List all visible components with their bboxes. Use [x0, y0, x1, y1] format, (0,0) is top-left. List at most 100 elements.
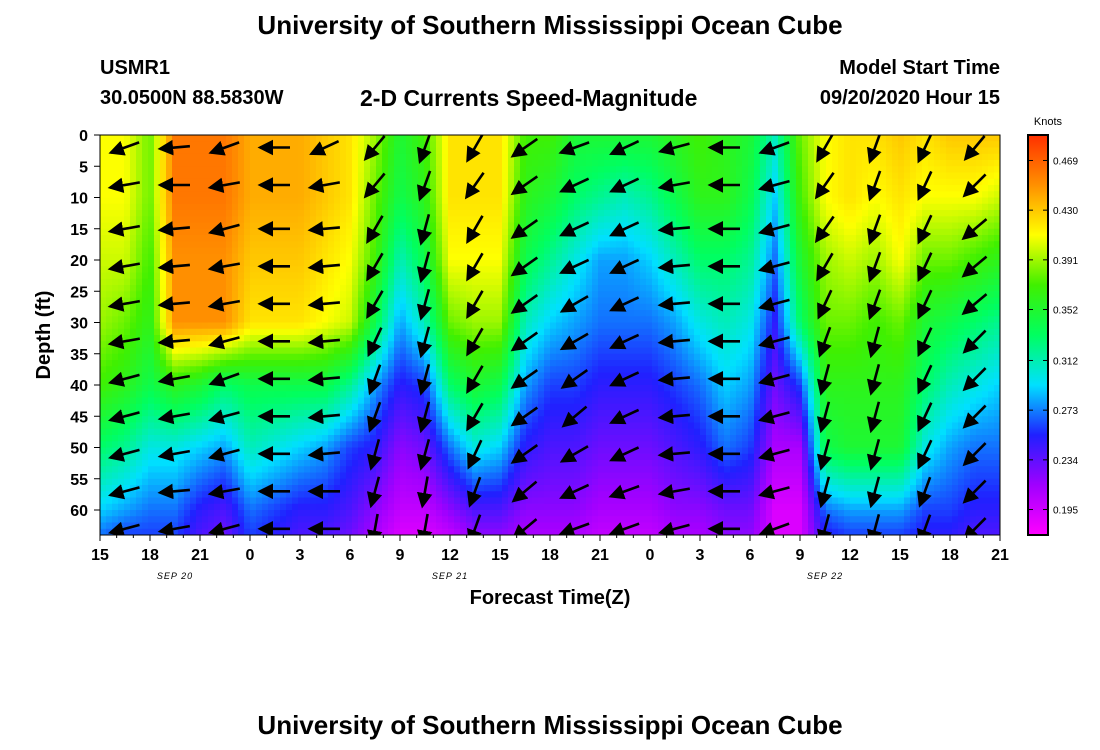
- heat-cell: [166, 472, 173, 480]
- heat-cell: [190, 428, 197, 436]
- heat-cell: [424, 428, 431, 436]
- heat-cell: [496, 385, 503, 392]
- heat-cell: [280, 397, 287, 405]
- heat-cell: [304, 397, 311, 405]
- heat-cell: [286, 341, 293, 349]
- heat-cell: [124, 528, 131, 535]
- heat-cell: [292, 491, 299, 499]
- heat-cell: [226, 453, 233, 461]
- heat-cell: [346, 141, 353, 149]
- heat-cell: [394, 378, 401, 386]
- heat-cell: [214, 510, 221, 517]
- heat-cell: [274, 141, 281, 149]
- heat-cell: [172, 466, 179, 474]
- heat-cell: [244, 160, 251, 167]
- heat-cell: [250, 447, 257, 455]
- heat-cell: [376, 241, 383, 249]
- heat-cell: [508, 247, 515, 255]
- heat-cell: [556, 466, 563, 474]
- heat-cell: [532, 522, 539, 530]
- heat-cell: [520, 385, 527, 392]
- heat-cell: [298, 347, 305, 355]
- heat-cell: [310, 241, 317, 249]
- heat-cell: [238, 378, 245, 386]
- heat-cell: [328, 503, 335, 511]
- heat-cell: [430, 347, 437, 355]
- heat-cell: [418, 297, 425, 305]
- heat-cell: [196, 435, 203, 442]
- heat-cell: [148, 510, 155, 517]
- heat-cell: [298, 453, 305, 461]
- heat-cell: [184, 303, 191, 311]
- heat-cell: [502, 453, 509, 461]
- heat-cell: [382, 410, 389, 417]
- heat-cell: [346, 497, 353, 505]
- heat-cell: [304, 466, 311, 474]
- heat-cell: [412, 166, 419, 174]
- heat-cell: [130, 510, 137, 517]
- heat-cell: [178, 510, 185, 517]
- heat-cell: [214, 397, 221, 405]
- heat-cell: [400, 310, 407, 317]
- heat-cell: [526, 310, 533, 317]
- heat-cell: [244, 478, 251, 486]
- heat-cell: [340, 347, 347, 355]
- heat-cell: [346, 216, 353, 224]
- heat-cell: [550, 278, 557, 286]
- heat-cell: [556, 435, 563, 442]
- heat-cell: [466, 360, 473, 367]
- heat-cell: [388, 203, 395, 211]
- heat-cell: [400, 516, 407, 524]
- heat-cell: [256, 397, 263, 405]
- heat-cell: [100, 353, 107, 361]
- heat-cell: [448, 435, 455, 442]
- heat-cell: [550, 241, 557, 249]
- heat-cell: [550, 272, 557, 280]
- heat-cell: [334, 191, 341, 199]
- heat-cell: [550, 341, 557, 349]
- heat-cell: [442, 416, 449, 424]
- heat-cell: [526, 378, 533, 386]
- heat-cell: [466, 216, 473, 224]
- heat-cell: [304, 497, 311, 505]
- heat-cell: [352, 228, 359, 236]
- heat-cell: [478, 428, 485, 436]
- heat-cell: [214, 241, 221, 249]
- heat-cell: [382, 378, 389, 386]
- heat-cell: [112, 472, 119, 480]
- heat-cell: [430, 166, 437, 174]
- heat-cell: [124, 441, 131, 449]
- heat-cell: [358, 428, 365, 436]
- heat-cell: [544, 210, 551, 217]
- heat-cell: [406, 422, 413, 430]
- heat-cell: [292, 235, 299, 242]
- heat-cell: [436, 422, 443, 430]
- heat-cell: [532, 528, 539, 535]
- heat-cell: [202, 503, 209, 511]
- heat-cell: [136, 428, 143, 436]
- heat-cell: [244, 316, 251, 324]
- heat-cell: [334, 172, 341, 180]
- heat-cell: [304, 203, 311, 211]
- heat-cell: [298, 460, 305, 467]
- heat-cell: [436, 491, 443, 499]
- heat-cell: [106, 447, 113, 455]
- heat-cell: [346, 353, 353, 361]
- heat-cell: [508, 160, 515, 167]
- heat-cell: [154, 428, 161, 436]
- heat-cell: [202, 266, 209, 274]
- heat-cell: [358, 297, 365, 305]
- heat-cell: [412, 216, 419, 224]
- heat-cell: [532, 472, 539, 480]
- heat-cell: [196, 297, 203, 305]
- heat-cell: [376, 316, 383, 324]
- heat-cell: [472, 397, 479, 405]
- heat-cell: [376, 397, 383, 405]
- heat-cell: [364, 228, 371, 236]
- heat-cell: [292, 210, 299, 217]
- heat-cell: [274, 472, 281, 480]
- heat-cell: [172, 172, 179, 180]
- heat-cell: [214, 360, 221, 367]
- heat-cell: [190, 510, 197, 517]
- heat-cell: [556, 297, 563, 305]
